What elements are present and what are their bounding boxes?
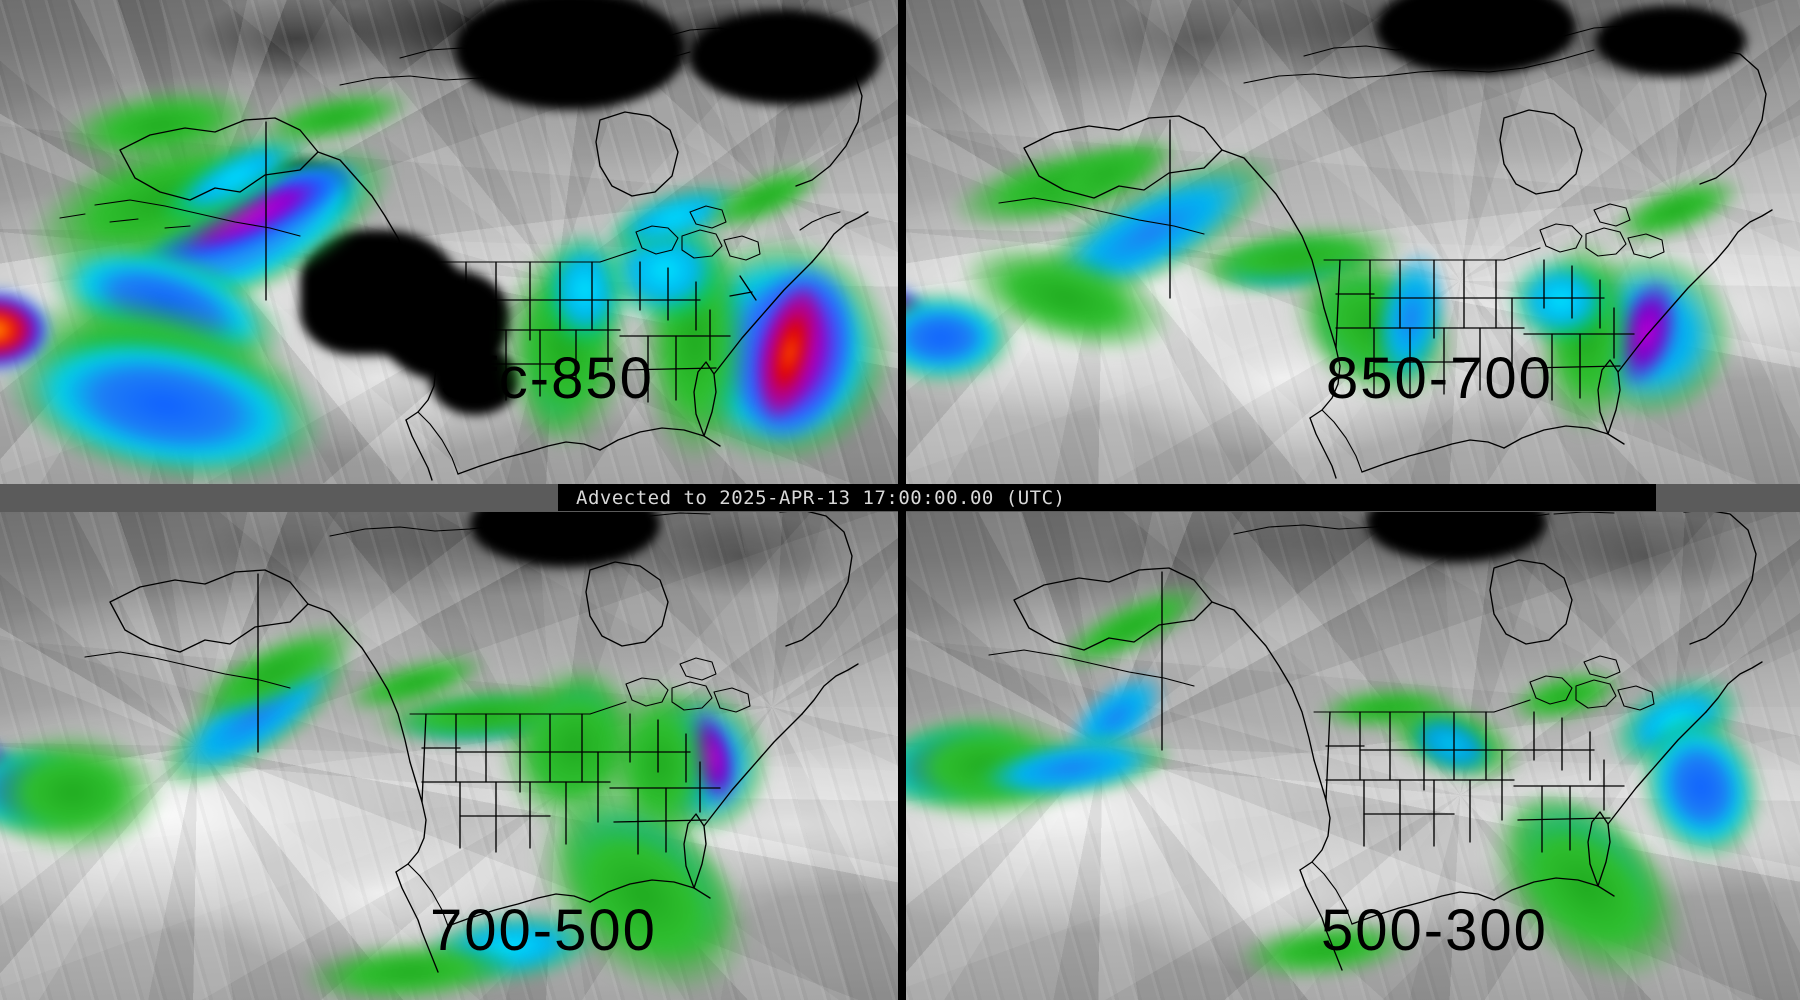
panel-500-300[interactable]: 500-300 <box>906 512 1800 1000</box>
timestamp-banner: Advected to 2025-APR-13 17:00:00.00 (UTC… <box>558 484 1656 511</box>
panel-850-700[interactable]: 850-700 <box>906 0 1800 484</box>
timestamp-text: Advected to 2025-APR-13 17:00:00.00 (UTC… <box>576 486 1066 509</box>
panel-sfc-850[interactable]: Sfc-850 <box>0 0 898 484</box>
panel-700-500[interactable]: 700-500 <box>0 512 898 1000</box>
